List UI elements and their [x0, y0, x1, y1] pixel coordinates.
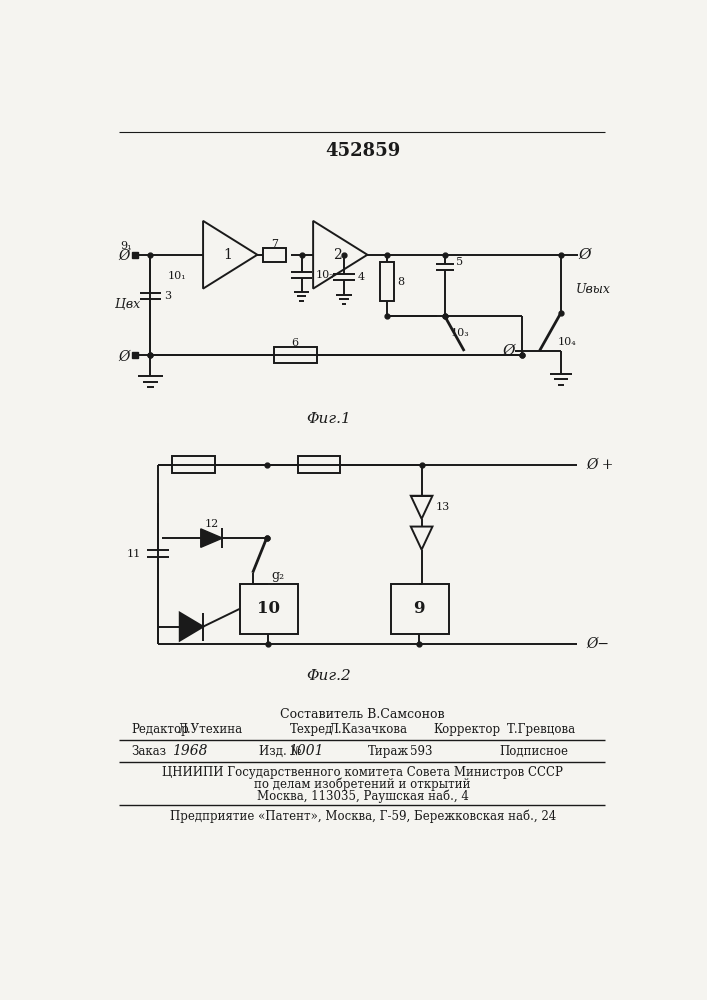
Text: Ø: Ø [118, 349, 129, 363]
Bar [391, 584, 449, 634]
Text: Заказ: Заказ [131, 745, 166, 758]
Text: Тираж: Тираж [368, 745, 409, 758]
Text: Техред: Техред [290, 723, 333, 736]
Text: 5: 5 [456, 257, 463, 267]
Text: Составитель В.Самсонов: Составитель В.Самсонов [281, 708, 445, 721]
Polygon shape [201, 529, 223, 547]
Text: Т.Гревцова: Т.Гревцова [507, 723, 576, 736]
Bar [263, 248, 286, 262]
Text: Редактор: Редактор [131, 723, 189, 736]
Text: 11: 11 [127, 549, 141, 559]
Text: 8: 8 [397, 277, 404, 287]
Text: 2: 2 [334, 248, 342, 262]
Text: 6: 6 [292, 338, 299, 348]
Text: Ø: Ø [578, 248, 590, 262]
Text: Подписное: Подписное [499, 745, 568, 758]
Text: Корректор: Корректор [433, 723, 501, 736]
Text: 1968: 1968 [172, 744, 208, 758]
Text: 452859: 452859 [325, 142, 400, 160]
Text: Uвых: Uвых [576, 283, 611, 296]
Text: ЦНИИПИ Государственного комитета Совета Министров СССР: ЦНИИПИ Государственного комитета Совета … [163, 766, 563, 779]
Text: Л.Утехина: Л.Утехина [177, 723, 243, 736]
Text: 4: 4 [358, 272, 366, 282]
Text: 9₁: 9₁ [119, 241, 132, 251]
Text: 13: 13 [436, 502, 450, 512]
Text: Ø: Ø [118, 249, 129, 263]
Text: 593: 593 [410, 745, 433, 758]
Polygon shape [180, 613, 203, 641]
Text: 10₃: 10₃ [451, 328, 470, 338]
Text: 10₄: 10₄ [557, 337, 576, 347]
Bar [274, 347, 317, 363]
Text: Москва, 113035, Раушская наб., 4: Москва, 113035, Раушская наб., 4 [257, 789, 469, 803]
Text: 1: 1 [223, 248, 233, 262]
Bar [380, 262, 394, 301]
Bar [298, 456, 340, 473]
Text: Φиг.2: Φиг.2 [306, 669, 351, 683]
Text: 9: 9 [414, 600, 425, 617]
Text: 1001: 1001 [288, 744, 324, 758]
Text: Предприятие «Патент», Москва, Г-59, Бережковская наб., 24: Предприятие «Патент», Москва, Г-59, Бере… [170, 809, 556, 823]
Bar [240, 584, 298, 634]
Text: Ø +: Ø + [587, 458, 614, 472]
Text: g₂: g₂ [271, 569, 284, 582]
Text: Цвх: Цвх [115, 298, 140, 311]
Text: по делам изобретений и открытий: по делам изобретений и открытий [255, 778, 471, 791]
Text: 10: 10 [257, 600, 280, 617]
Text: 7: 7 [271, 239, 278, 249]
Bar [172, 456, 215, 473]
Text: Φиг.1: Φиг.1 [306, 412, 351, 426]
Text: Ø: Ø [502, 344, 515, 358]
Text: Изд. №: Изд. № [259, 745, 301, 758]
Text: 10₂: 10₂ [315, 270, 334, 280]
Text: 3: 3 [164, 291, 172, 301]
Text: 12: 12 [204, 519, 218, 529]
Text: Л.Казачкова: Л.Казачкова [329, 723, 408, 736]
Text: Ø−: Ø− [587, 637, 609, 651]
Text: 10₁: 10₁ [168, 271, 186, 281]
